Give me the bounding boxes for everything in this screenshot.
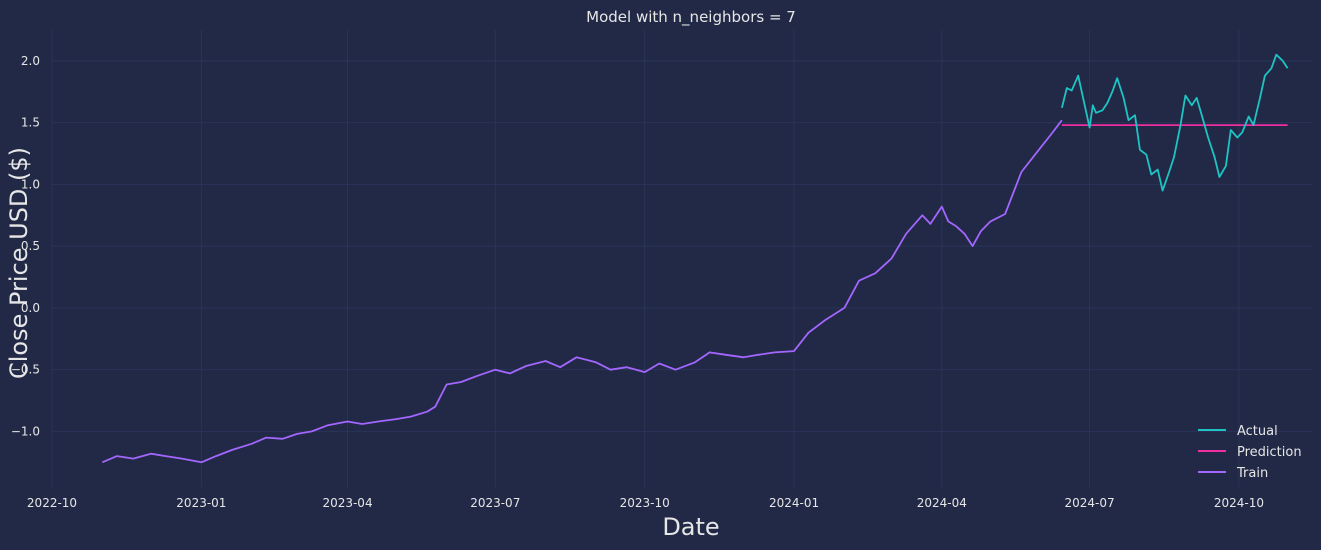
x-tick-label: 2023-07 bbox=[470, 496, 520, 510]
x-tick-label: 2023-10 bbox=[620, 496, 670, 510]
y-tick-label: −1.0 bbox=[11, 424, 40, 438]
series-line-train bbox=[101, 119, 1063, 464]
y-axis-ticks: −1.0 −0.5 0.0 0.5 1.0 1.5 2.0 bbox=[11, 54, 40, 439]
x-axis-label: Date bbox=[662, 513, 719, 541]
legend: Actual Prediction Train bbox=[1198, 424, 1302, 481]
y-tick-label: −0.5 bbox=[11, 363, 40, 377]
y-tick-label: 1.5 bbox=[21, 116, 40, 130]
series-layer bbox=[101, 53, 1289, 464]
chart-title: Model with n_neighbors = 7 bbox=[586, 8, 796, 27]
x-tick-label: 2024-04 bbox=[917, 496, 967, 510]
legend-label-train: Train bbox=[1236, 466, 1268, 481]
y-tick-label: 0.5 bbox=[21, 239, 40, 253]
x-tick-label: 2023-01 bbox=[176, 496, 226, 510]
y-axis-label: Close Price USD ($) bbox=[5, 147, 33, 379]
y-tick-label: 1.0 bbox=[21, 177, 40, 191]
x-tick-label: 2024-01 bbox=[769, 496, 819, 510]
x-tick-label: 2023-04 bbox=[322, 496, 372, 510]
x-axis-ticks: 2022-10 2023-01 2023-04 2023-07 2023-10 2024-… bbox=[27, 496, 1264, 510]
grid-lines bbox=[51, 30, 1312, 487]
x-tick-label: 2024-07 bbox=[1064, 496, 1114, 510]
y-tick-label: 0.0 bbox=[21, 301, 40, 315]
x-tick-label: 2022-10 bbox=[27, 496, 77, 510]
legend-label-prediction: Prediction bbox=[1237, 445, 1302, 460]
x-tick-label: 2024-10 bbox=[1214, 496, 1264, 510]
y-tick-label: 2.0 bbox=[21, 54, 40, 68]
legend-label-actual: Actual bbox=[1237, 424, 1278, 439]
series-line-actual bbox=[1061, 53, 1289, 192]
